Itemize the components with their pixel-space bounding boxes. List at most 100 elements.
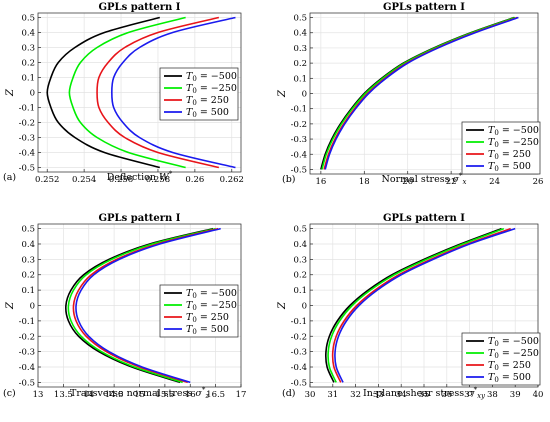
y-tick-label: 0	[302, 90, 307, 100]
y-tick-label: 0.2	[21, 59, 35, 69]
y-tick-label: -0.4	[19, 363, 35, 373]
chart-title: GPLs pattern I	[383, 213, 465, 224]
panel-label: (c)	[3, 388, 16, 399]
y-axis-label: Z	[5, 301, 16, 310]
panel-label: (a)	[3, 172, 16, 183]
x-tick-label: 37	[464, 390, 475, 400]
x-axis-label: In-plane shear stress σ*xy	[363, 386, 486, 400]
y-tick-label: 0.4	[293, 240, 307, 250]
y-tick-label: -0.1	[291, 317, 307, 327]
chart-panel-c: 13 13.5 14 14.5 15 15.5 16 16.5 17 0.5 0.4 0.3 0.2 0.…	[3, 213, 246, 400]
legend-label: T0 = −500	[488, 336, 539, 348]
y-tick-label: 0.5	[21, 14, 35, 24]
series-line	[324, 16, 519, 170]
legend-label: T0 = 250	[488, 149, 531, 161]
y-tick-label: -0.3	[291, 348, 307, 358]
y-tick-label: 0.3	[293, 44, 307, 54]
y-tick-label: -0.2	[19, 119, 35, 129]
y-axis-label: Z	[277, 301, 288, 310]
series-line	[67, 227, 216, 384]
y-tick-label: 0.4	[293, 29, 307, 39]
y-tick-label: 0.4	[21, 29, 35, 39]
y-tick-label: -0.2	[19, 332, 35, 342]
y-tick-label: 0.1	[293, 74, 307, 84]
x-tick-label: 38	[487, 390, 498, 400]
legend-label: T0 = −500	[186, 288, 237, 300]
y-tick-label: -0.4	[291, 150, 307, 160]
y-tick-label: 0.5	[293, 14, 307, 24]
y-tick-label: -0.4	[291, 363, 307, 373]
x-tick-label: 0.254	[72, 175, 96, 185]
y-tick-label: -0.2	[291, 120, 307, 130]
x-tick-label: 31	[327, 390, 338, 400]
x-tick-label: 15.5	[155, 390, 174, 400]
legend-label: T0 = −500	[186, 71, 237, 83]
chart-panel-b: 16 18 20 22 24 26 0.5 0.4 0.3 0.2 0.1 0 -0.1 -0.2 -0.3…	[277, 2, 543, 187]
chart-panel-a: 0.252 0.254 0.256 0.258 0.26 0.262 0.5 0.4 0.3 0.…	[3, 2, 244, 185]
series-line	[331, 227, 511, 383]
x-tick-label: 13	[33, 390, 44, 400]
y-tick-label: -0.5	[19, 378, 35, 388]
y-tick-label: -0.3	[291, 135, 307, 145]
series-line	[72, 227, 219, 384]
x-tick-label: 22	[446, 177, 457, 187]
x-tick-label: 0.256	[109, 175, 133, 185]
y-tick-label: 0.2	[21, 271, 35, 281]
y-tick-label: -0.2	[291, 332, 307, 342]
x-tick-label: 13.5	[54, 390, 73, 400]
legend-label: T0 = −250	[186, 83, 237, 95]
x-tick-label: 39	[510, 390, 521, 400]
y-tick-label: 0.5	[293, 225, 307, 235]
y-tick-label: -0.3	[19, 348, 35, 358]
x-tick-label: 17	[236, 390, 247, 400]
y-tick-label: 0.3	[21, 255, 35, 265]
y-axis-label: Z	[277, 89, 288, 98]
chart-panel-d: 30 31 32 33 34 35 36 37 38 39 40 0.5 0.4 0.3 0.2 0.1 0 -0…	[277, 213, 543, 400]
y-tick-label: 0.2	[293, 271, 307, 281]
panel-label: (d)	[282, 388, 296, 399]
legend-label: T0 = −250	[488, 137, 539, 149]
chart-title: GPLs pattern I	[99, 2, 181, 13]
x-tick-label: 40	[533, 390, 544, 400]
y-tick-label: 0.2	[293, 59, 307, 69]
series-line	[68, 16, 186, 169]
y-tick-label: -0.5	[291, 378, 307, 388]
legend-label: T0 = 250	[488, 360, 531, 372]
x-tick-label: 30	[305, 390, 316, 400]
x-tick-label: 16	[315, 177, 326, 187]
y-tick-label: 0.1	[21, 74, 35, 84]
series-line	[75, 227, 221, 384]
series-line	[327, 227, 505, 383]
y-tick-label: 0.3	[21, 44, 35, 54]
x-tick-label: 14.5	[105, 390, 124, 400]
x-tick-label: 0.252	[35, 175, 59, 185]
legend-label: T0 = 500	[488, 161, 531, 173]
x-tick-label: 0.26	[185, 175, 204, 185]
legend-label: T0 = 250	[186, 95, 229, 107]
y-tick-label: 0.1	[21, 286, 35, 296]
y-tick-label: 0	[302, 302, 307, 312]
series-line	[324, 227, 502, 383]
chart-title: GPLs pattern I	[99, 213, 181, 224]
y-tick-label: 0.5	[21, 225, 35, 235]
chart-title: GPLs pattern I	[383, 2, 465, 13]
series-line	[321, 16, 516, 170]
x-axis-label: Transverse normal stress σ*z	[70, 386, 209, 400]
x-tick-label: 32	[350, 390, 361, 400]
y-tick-label: 0.3	[293, 255, 307, 265]
y-tick-label: -0.1	[19, 317, 35, 327]
series-line	[334, 227, 516, 383]
y-tick-label: 0.4	[21, 240, 35, 250]
x-tick-label: 14	[83, 390, 94, 400]
y-tick-label: 0	[30, 302, 35, 312]
series-line	[46, 16, 161, 169]
panel-label: (b)	[282, 174, 296, 185]
y-tick-label: 0.1	[293, 286, 307, 296]
x-tick-label: 34	[396, 390, 407, 400]
x-tick-label: 24	[489, 177, 500, 187]
